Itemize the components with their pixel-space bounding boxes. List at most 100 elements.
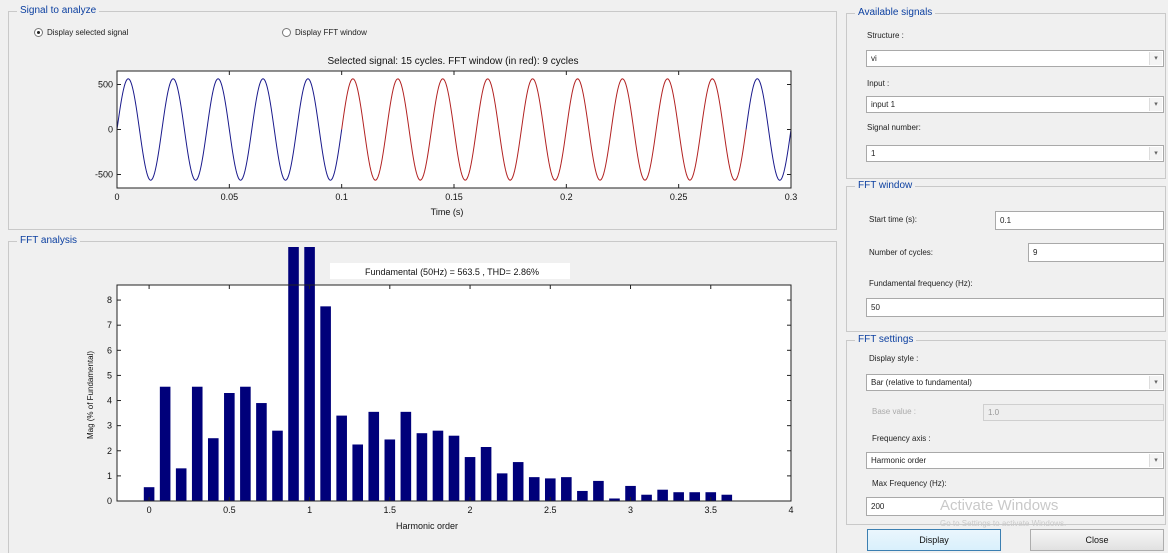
fft-title-background xyxy=(330,263,570,279)
fft-bar xyxy=(256,403,267,501)
fft-y-tick-label: 7 xyxy=(107,320,112,330)
fft-y-tick-label: 6 xyxy=(107,345,112,355)
signal-series-1 xyxy=(341,78,747,181)
signal-chart-title: Selected signal: 15 cycles. FFT window (… xyxy=(327,56,578,67)
base-value-value: 1.0 xyxy=(988,408,1000,417)
input-label: Input : xyxy=(867,79,890,88)
fft-bar xyxy=(496,473,508,501)
fft-bar xyxy=(175,468,187,501)
fft-x-tick-label: 3 xyxy=(628,505,633,515)
chevron-down-icon: ▾ xyxy=(1149,376,1162,389)
chevron-down-icon: ▾ xyxy=(1149,147,1162,160)
display-button[interactable]: Display xyxy=(867,529,1001,551)
radio-unselected-icon xyxy=(282,28,291,37)
fft-bar xyxy=(689,492,701,501)
fft-bar xyxy=(384,439,396,501)
frequency-axis-label: Frequency axis : xyxy=(872,434,931,443)
fft-analysis-title: FFT analysis xyxy=(17,234,81,248)
number-of-cycles-input[interactable]: 9 xyxy=(1028,243,1164,262)
fft-x-tick-label: 1 xyxy=(307,505,312,515)
structure-value: vi xyxy=(871,54,877,63)
base-value-input: 1.0 xyxy=(983,404,1164,421)
fft-bar xyxy=(224,393,235,501)
signal-number-select[interactable]: 1 ▾ xyxy=(866,145,1164,162)
fundamental-frequency-input[interactable]: 50 xyxy=(866,298,1164,317)
signal-y-tick-label: 0 xyxy=(108,125,113,135)
fft-bar xyxy=(368,411,380,501)
frequency-axis-select[interactable]: Harmonic order ▾ xyxy=(866,452,1164,469)
fft-analysis-panel: FFT analysis xyxy=(8,234,837,553)
signal-series-2 xyxy=(745,78,792,181)
fft-x-tick-label: 2.5 xyxy=(544,505,557,515)
signal-x-tick-label: 0.2 xyxy=(560,192,573,202)
signal-x-tick-label: 0.3 xyxy=(785,192,798,202)
fft-bar xyxy=(705,492,717,501)
fft-bar xyxy=(191,386,203,501)
fft-y-tick-label: 8 xyxy=(107,295,112,305)
max-frequency-input[interactable]: 200 xyxy=(866,497,1164,516)
fft-x-axis-label: Harmonic order xyxy=(396,521,458,531)
fft-chart-title: Fundamental (50Hz) = 563.5 , THD= 2.86% xyxy=(365,267,539,277)
fft-y-tick-label: 2 xyxy=(107,446,112,456)
fft-bar xyxy=(641,494,652,501)
fft-bar xyxy=(288,247,299,501)
signal-panel-title: Signal to analyze xyxy=(17,4,100,18)
fft-bar xyxy=(336,415,347,501)
fft-x-tick-label: 4 xyxy=(788,505,793,515)
fft-y-axis-label: Mag (% of Fundamental) xyxy=(86,351,95,439)
start-time-input[interactable]: 0.1 xyxy=(995,211,1164,230)
input-select[interactable]: input 1 ▾ xyxy=(866,96,1164,113)
fft-x-tick-label: 3.5 xyxy=(705,505,718,515)
fft-bar xyxy=(352,444,364,501)
fft-bar xyxy=(561,477,572,501)
signal-chart: Selected signal: 15 cycles. FFT window (… xyxy=(95,56,798,217)
close-button[interactable]: Close xyxy=(1030,529,1164,551)
fft-x-tick-label: 0 xyxy=(147,505,152,515)
signal-x-tick-label: 0 xyxy=(114,192,119,202)
signal-x-tick-label: 0.15 xyxy=(445,192,463,202)
display-fft-window-radio[interactable]: Display FFT window xyxy=(282,28,367,37)
fft-y-tick-label: 0 xyxy=(107,496,112,506)
display-style-select[interactable]: Bar (relative to fundamental) ▾ xyxy=(866,374,1164,391)
chevron-down-icon: ▾ xyxy=(1149,454,1162,467)
fft-bar xyxy=(320,306,331,501)
signal-number-value: 1 xyxy=(871,149,876,158)
fft-y-tick-label: 4 xyxy=(107,396,112,406)
fft-plot-area xyxy=(116,284,792,502)
available-signals-panel: Available signals xyxy=(846,6,1166,179)
fundamental-frequency-value: 50 xyxy=(871,303,880,312)
number-of-cycles-label: Number of cycles: xyxy=(869,248,934,257)
fft-x-tick-label: 0.5 xyxy=(223,505,236,515)
fft-bar xyxy=(240,386,251,501)
fft-bar xyxy=(304,247,315,501)
radio-selected-icon xyxy=(34,28,43,37)
input-value: input 1 xyxy=(871,100,896,109)
fft-bar xyxy=(448,435,460,501)
fft-bar xyxy=(609,498,620,501)
fft-bar xyxy=(512,462,524,501)
fft-window-title: FFT window xyxy=(855,179,916,193)
fft-bar xyxy=(544,478,556,501)
fft-bar xyxy=(480,447,492,501)
fft-bar xyxy=(593,480,604,501)
fft-bar xyxy=(625,485,636,501)
fft-bar xyxy=(272,430,283,501)
fft-window-panel: FFT window xyxy=(846,179,1166,332)
fft-x-tick-label: 2 xyxy=(468,505,473,515)
fft-settings-panel: FFT settings xyxy=(846,333,1166,525)
fft-bar xyxy=(159,386,171,501)
display-selected-signal-radio[interactable]: Display selected signal xyxy=(34,28,128,37)
fft-bar xyxy=(673,492,684,501)
fft-y-tick-label: 3 xyxy=(107,421,112,431)
max-frequency-value: 200 xyxy=(871,502,885,511)
structure-select[interactable]: vi ▾ xyxy=(866,50,1164,67)
chevron-down-icon: ▾ xyxy=(1149,52,1162,65)
base-value-label: Base value : xyxy=(872,407,917,416)
signal-x-tick-label: 0.05 xyxy=(221,192,239,202)
structure-label: Structure : xyxy=(867,31,904,40)
signal-x-tick-label: 0.1 xyxy=(335,192,348,202)
fft-y-tick-label: 5 xyxy=(107,370,112,380)
signal-y-tick-label: -500 xyxy=(95,170,113,180)
fundamental-frequency-label: Fundamental frequency (Hz): xyxy=(869,279,973,288)
fft-x-tick-label: 1.5 xyxy=(384,505,397,515)
